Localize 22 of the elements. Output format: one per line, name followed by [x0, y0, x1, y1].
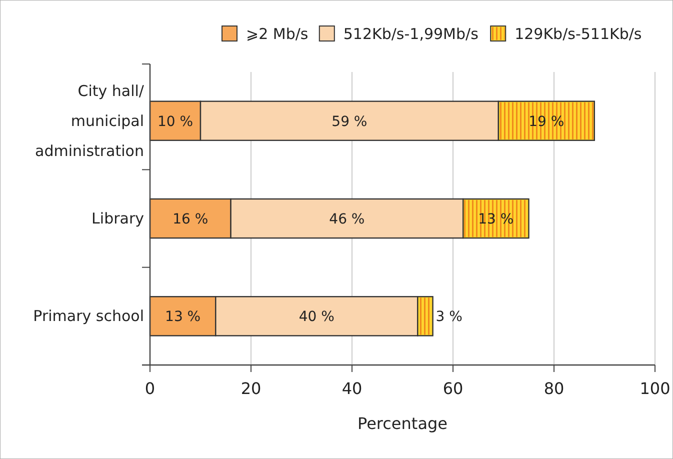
y-tick-label: Primary school: [33, 307, 144, 326]
data-label: 40 %: [298, 309, 334, 326]
data-label: 16 %: [172, 212, 208, 228]
legend-label: 129Kb/s-511Kb/s: [514, 25, 642, 43]
y-tick-label: City hall/ municipal administration: [35, 82, 145, 160]
y-tick-label: Library: [92, 210, 144, 228]
data-label: 46 %: [329, 212, 365, 228]
x-tick-label: 60: [442, 379, 464, 398]
data-label: 3 %: [436, 309, 462, 326]
x-tick-label: 80: [544, 379, 564, 398]
data-label: 59 %: [332, 114, 368, 130]
x-tick-label: 0: [144, 379, 156, 398]
legend-label: 512Kb/s-1,99Mb/s: [343, 25, 479, 43]
data-label: 13 %: [165, 309, 201, 326]
legend-label: ⩾2 Mb/s: [246, 25, 308, 43]
x-tick-label: 20: [240, 379, 262, 398]
data-label: 10 %: [157, 114, 194, 130]
data-label: 13 %: [478, 212, 514, 228]
x-tick-label: 100: [640, 379, 670, 398]
data-label: 19 %: [528, 114, 564, 130]
x-tick-label: 40: [342, 379, 362, 398]
x-axis-title: Percentage: [357, 414, 448, 433]
